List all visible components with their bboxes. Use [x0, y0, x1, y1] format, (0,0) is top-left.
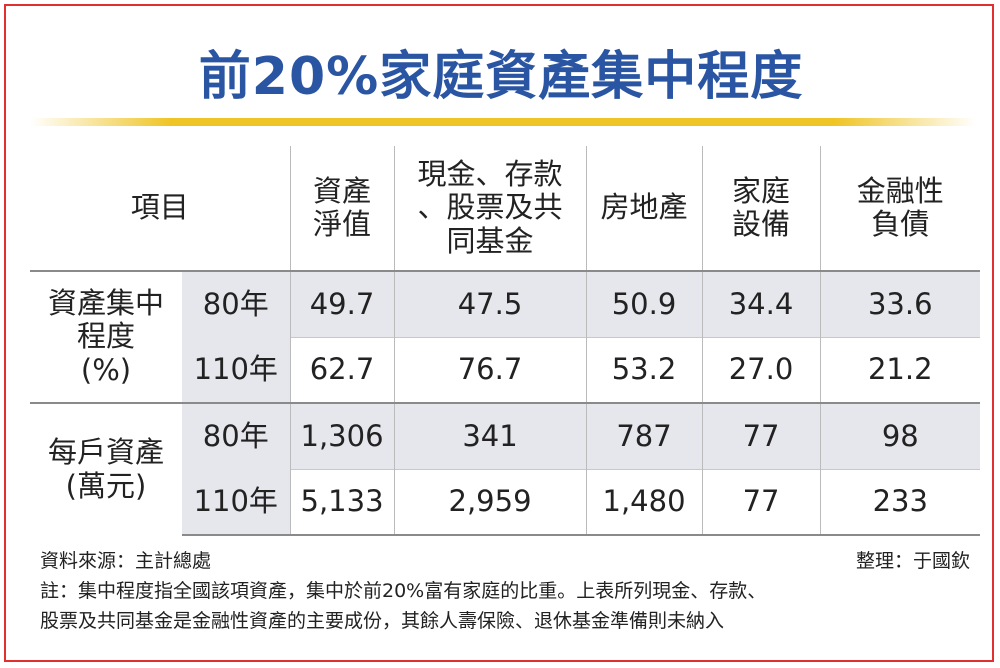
col-header-real-estate: 房地產: [585, 146, 703, 271]
group-label: 每戶資產 (萬元): [30, 402, 182, 535]
col-header-household-equipment: 家庭 設備: [701, 146, 821, 271]
footnote-line-1: 註：集中程度指全國該項資產，集中於前20%富有家庭的比重。上表所列現金、存款、: [40, 580, 767, 602]
table-cell: 77: [701, 468, 821, 536]
table-cell: 34.4: [701, 270, 821, 337]
table-cell: 53.2: [585, 336, 703, 403]
editor-note: 整理：于國欽: [855, 550, 970, 572]
table-row: 110年 5,133 2,959 1,480 77 233: [30, 468, 981, 536]
notes-section: 資料來源：主計總處 整理：于國欽 註：集中程度指全國該項資產，集中於前20%富有…: [40, 546, 970, 636]
table-cell: 62.7: [289, 336, 395, 403]
year-label: 80年: [182, 402, 291, 469]
col-header-financial-liabilities: 金融性 負債: [819, 146, 981, 271]
source-note: 資料來源：主計總處: [40, 550, 212, 572]
table-cell: 341: [393, 402, 587, 469]
table-cell: 233: [819, 468, 981, 536]
footnote-line-2: 股票及共同基金是金融性資產的主要成份，其餘人壽保險、退休基金準備則未納入: [40, 610, 725, 632]
table-row: 每戶資產 (萬元) 80年 1,306 341 787 77 98: [30, 402, 981, 535]
table-cell: 76.7: [393, 336, 587, 403]
table-cell: 27.0: [701, 336, 821, 403]
group-label: 資產集中 程度 (%): [30, 270, 182, 403]
table-row: 110年 62.7 76.7 53.2 27.0 21.2: [30, 336, 981, 403]
table-cell: 47.5: [393, 270, 587, 337]
year-label: 110年: [182, 469, 291, 536]
table-cell: 1,306: [289, 402, 395, 469]
table-cell: 2,959: [393, 468, 587, 536]
table-cell: 50.9: [585, 270, 703, 337]
header-row: 項目 資產 淨值 現金、存款 、股票及共 同基金 房地產 家庭 設備 金融性 負…: [30, 146, 981, 271]
item-header: 項目: [130, 190, 189, 225]
page-title: 前20%家庭資產集中程度: [198, 47, 804, 107]
year-label: 80年: [182, 270, 291, 337]
table-cell: 787: [585, 402, 703, 469]
table-cell: 49.7: [289, 270, 395, 337]
infographic-frame: 前20%家庭資產集中程度 項目 資產 淨值 現金、存款 、股票及共 同基金 房地…: [4, 4, 994, 662]
table-cell: 77: [701, 402, 821, 469]
table-cell: 33.6: [819, 270, 981, 337]
col-header-cash-deposits-stocks-funds: 現金、存款 、股票及共 同基金: [393, 146, 587, 271]
table-cell: 1,480: [585, 468, 703, 536]
table-cell: 5,133: [289, 468, 395, 536]
table-row: 資產集中 程度 (%) 80年 49.7 47.5 50.9 34.4 33.6: [30, 270, 981, 403]
year-label: 110年: [182, 337, 291, 403]
table-cell: 98: [819, 402, 981, 469]
data-table: 項目 資產 淨值 現金、存款 、股票及共 同基金 房地產 家庭 設備 金融性 負…: [30, 146, 981, 536]
col-header-net-worth: 資產 淨值: [289, 146, 395, 271]
title-underline: [30, 118, 976, 126]
table-cell: 21.2: [819, 336, 981, 403]
